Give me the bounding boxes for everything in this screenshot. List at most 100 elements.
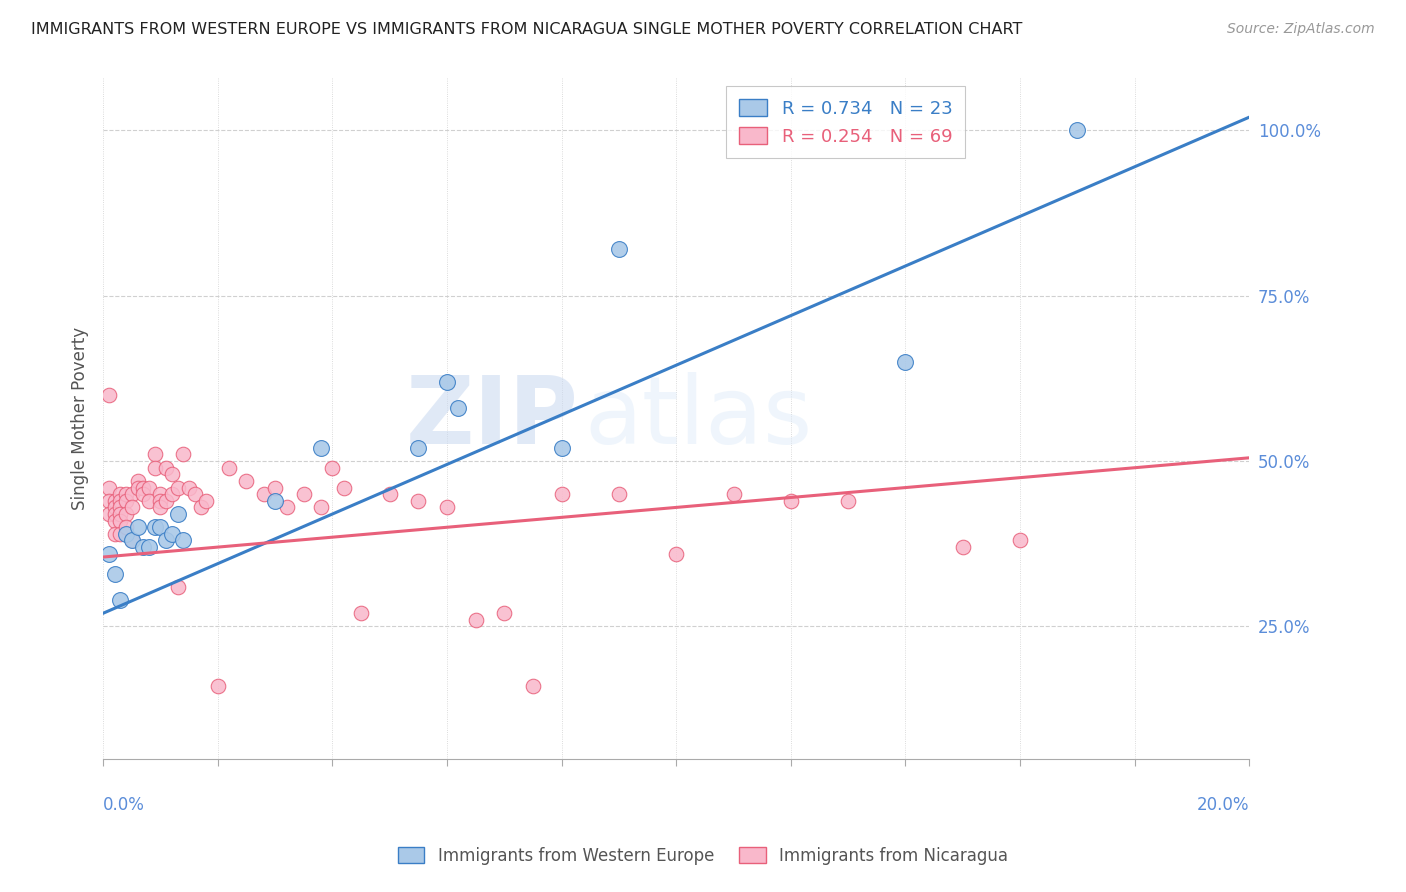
Point bbox=[121, 533, 143, 548]
Point bbox=[723, 487, 745, 501]
Point bbox=[195, 493, 218, 508]
Point bbox=[115, 520, 138, 534]
Point bbox=[333, 481, 356, 495]
Point bbox=[321, 460, 343, 475]
Point bbox=[550, 441, 572, 455]
Point bbox=[160, 487, 183, 501]
Point bbox=[138, 540, 160, 554]
Point bbox=[110, 493, 132, 508]
Point bbox=[132, 481, 155, 495]
Point bbox=[110, 500, 132, 515]
Point bbox=[207, 679, 229, 693]
Point bbox=[110, 514, 132, 528]
Point bbox=[292, 487, 315, 501]
Point bbox=[132, 487, 155, 501]
Point bbox=[160, 527, 183, 541]
Point bbox=[378, 487, 401, 501]
Point bbox=[121, 487, 143, 501]
Point bbox=[115, 527, 138, 541]
Point bbox=[110, 593, 132, 607]
Point bbox=[252, 487, 274, 501]
Point bbox=[110, 527, 132, 541]
Y-axis label: Single Mother Poverty: Single Mother Poverty bbox=[72, 326, 89, 509]
Point bbox=[218, 460, 240, 475]
Point bbox=[104, 493, 127, 508]
Point bbox=[127, 474, 149, 488]
Point bbox=[149, 493, 172, 508]
Legend: R = 0.734   N = 23, R = 0.254   N = 69: R = 0.734 N = 23, R = 0.254 N = 69 bbox=[725, 87, 966, 159]
Text: 0.0%: 0.0% bbox=[103, 797, 145, 814]
Point bbox=[155, 460, 177, 475]
Point bbox=[104, 500, 127, 515]
Point bbox=[143, 448, 166, 462]
Point bbox=[97, 388, 120, 402]
Point bbox=[172, 533, 194, 548]
Point bbox=[166, 580, 188, 594]
Point bbox=[1066, 123, 1088, 137]
Point bbox=[550, 487, 572, 501]
Point bbox=[143, 460, 166, 475]
Point bbox=[143, 520, 166, 534]
Point bbox=[127, 481, 149, 495]
Point bbox=[665, 547, 688, 561]
Point bbox=[309, 441, 332, 455]
Point bbox=[436, 500, 458, 515]
Point bbox=[607, 487, 630, 501]
Point bbox=[447, 401, 470, 416]
Point bbox=[408, 441, 430, 455]
Point bbox=[309, 500, 332, 515]
Point bbox=[97, 481, 120, 495]
Point bbox=[952, 540, 974, 554]
Point bbox=[115, 507, 138, 521]
Point bbox=[110, 507, 132, 521]
Text: atlas: atlas bbox=[585, 372, 813, 464]
Point bbox=[155, 493, 177, 508]
Point bbox=[494, 607, 516, 621]
Point bbox=[115, 487, 138, 501]
Point bbox=[121, 533, 143, 548]
Point bbox=[235, 474, 257, 488]
Text: IMMIGRANTS FROM WESTERN EUROPE VS IMMIGRANTS FROM NICARAGUA SINGLE MOTHER POVERT: IMMIGRANTS FROM WESTERN EUROPE VS IMMIGR… bbox=[31, 22, 1022, 37]
Point bbox=[138, 493, 160, 508]
Point bbox=[160, 467, 183, 482]
Point bbox=[97, 547, 120, 561]
Point bbox=[138, 481, 160, 495]
Point bbox=[837, 493, 859, 508]
Point bbox=[1010, 533, 1032, 548]
Point bbox=[110, 487, 132, 501]
Point bbox=[607, 243, 630, 257]
Point bbox=[408, 493, 430, 508]
Point bbox=[132, 540, 155, 554]
Point bbox=[149, 487, 172, 501]
Point bbox=[166, 481, 188, 495]
Point bbox=[104, 514, 127, 528]
Point bbox=[155, 533, 177, 548]
Point bbox=[172, 448, 194, 462]
Point bbox=[104, 527, 127, 541]
Point bbox=[149, 500, 172, 515]
Point bbox=[177, 481, 200, 495]
Point bbox=[104, 507, 127, 521]
Point bbox=[779, 493, 801, 508]
Point bbox=[522, 679, 544, 693]
Legend: Immigrants from Western Europe, Immigrants from Nicaragua: Immigrants from Western Europe, Immigran… bbox=[388, 837, 1018, 875]
Point bbox=[97, 507, 120, 521]
Point bbox=[436, 375, 458, 389]
Point bbox=[97, 493, 120, 508]
Point bbox=[894, 355, 917, 369]
Point bbox=[350, 607, 373, 621]
Point bbox=[464, 613, 486, 627]
Text: ZIP: ZIP bbox=[406, 372, 579, 464]
Point bbox=[104, 566, 127, 581]
Point bbox=[276, 500, 298, 515]
Point bbox=[264, 481, 287, 495]
Text: 20.0%: 20.0% bbox=[1197, 797, 1250, 814]
Point bbox=[149, 520, 172, 534]
Point bbox=[115, 493, 138, 508]
Point bbox=[127, 520, 149, 534]
Point bbox=[121, 500, 143, 515]
Point bbox=[184, 487, 207, 501]
Point bbox=[264, 493, 287, 508]
Text: Source: ZipAtlas.com: Source: ZipAtlas.com bbox=[1227, 22, 1375, 37]
Point bbox=[190, 500, 212, 515]
